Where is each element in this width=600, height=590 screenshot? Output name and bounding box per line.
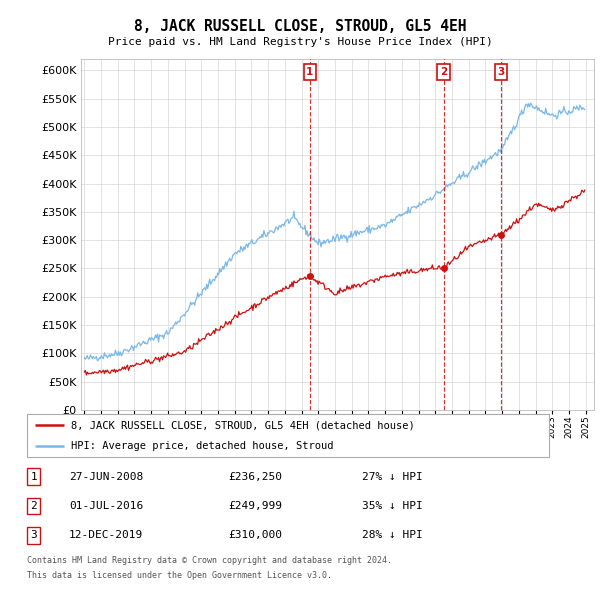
- Text: £310,000: £310,000: [228, 530, 282, 540]
- Text: £236,250: £236,250: [228, 471, 282, 481]
- Text: 27-JUN-2008: 27-JUN-2008: [69, 471, 143, 481]
- Text: 3: 3: [497, 67, 505, 77]
- Text: Contains HM Land Registry data © Crown copyright and database right 2024.: Contains HM Land Registry data © Crown c…: [27, 556, 392, 565]
- Text: Price paid vs. HM Land Registry's House Price Index (HPI): Price paid vs. HM Land Registry's House …: [107, 37, 493, 47]
- Text: 1: 1: [31, 471, 37, 481]
- Text: This data is licensed under the Open Government Licence v3.0.: This data is licensed under the Open Gov…: [27, 571, 332, 579]
- Text: 2: 2: [31, 501, 37, 511]
- Text: 01-JUL-2016: 01-JUL-2016: [69, 501, 143, 511]
- Text: 3: 3: [31, 530, 37, 540]
- Text: 28% ↓ HPI: 28% ↓ HPI: [362, 530, 422, 540]
- Text: 27% ↓ HPI: 27% ↓ HPI: [362, 471, 422, 481]
- Text: 8, JACK RUSSELL CLOSE, STROUD, GL5 4EH (detached house): 8, JACK RUSSELL CLOSE, STROUD, GL5 4EH (…: [71, 421, 415, 430]
- Text: 12-DEC-2019: 12-DEC-2019: [69, 530, 143, 540]
- Text: 2: 2: [440, 67, 447, 77]
- Text: 1: 1: [306, 67, 313, 77]
- Text: 35% ↓ HPI: 35% ↓ HPI: [362, 501, 422, 511]
- Text: 8, JACK RUSSELL CLOSE, STROUD, GL5 4EH: 8, JACK RUSSELL CLOSE, STROUD, GL5 4EH: [134, 19, 466, 34]
- Text: £249,999: £249,999: [228, 501, 282, 511]
- Text: HPI: Average price, detached house, Stroud: HPI: Average price, detached house, Stro…: [71, 441, 334, 451]
